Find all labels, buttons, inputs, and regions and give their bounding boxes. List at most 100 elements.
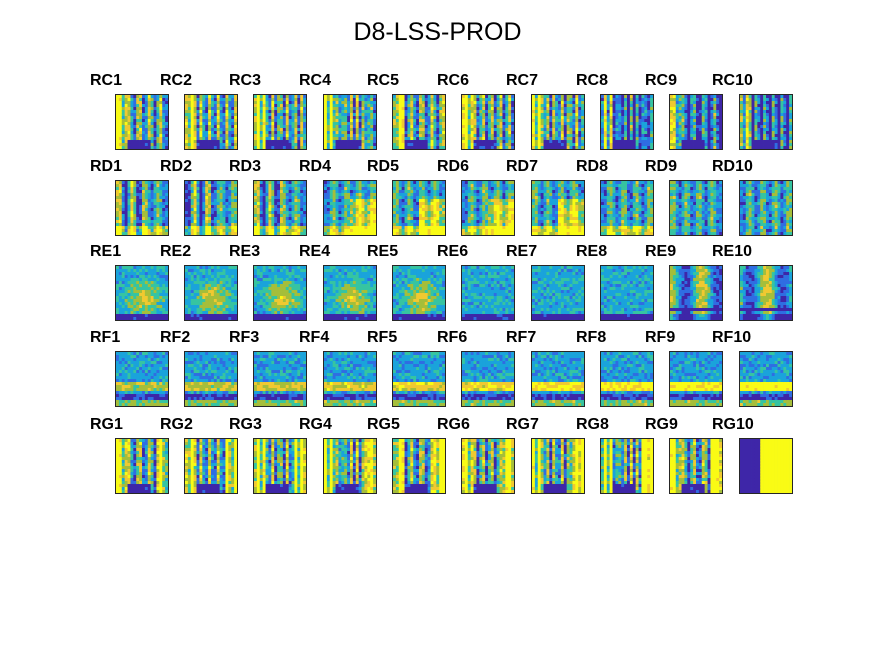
heatmap-cell xyxy=(211,232,215,235)
heatmap-cell xyxy=(716,140,720,144)
heatmap-cell xyxy=(439,208,443,212)
heatmap-cell xyxy=(291,229,295,233)
heatmap-cell xyxy=(185,214,189,218)
heatmap-cell xyxy=(153,229,157,233)
heatmap-cell xyxy=(430,214,434,218)
heatmap-cell xyxy=(347,134,351,138)
heatmap-cell xyxy=(142,107,146,111)
heatmap-cell xyxy=(294,107,298,111)
heatmap-cell xyxy=(228,146,232,149)
heatmap-cell xyxy=(442,119,445,123)
heatmap-cell xyxy=(187,146,192,149)
heatmap-cell xyxy=(159,205,163,209)
heatmap-cell xyxy=(701,119,705,123)
heatmap-cell xyxy=(150,110,154,114)
heatmap-cell xyxy=(159,226,163,230)
heatmap-cell xyxy=(124,202,128,206)
heatmap-cell xyxy=(433,229,437,233)
heatmap-cell xyxy=(139,205,143,209)
heatmap-cell xyxy=(335,113,339,117)
heatmap-cell xyxy=(488,143,492,147)
heatmap-cell xyxy=(355,190,359,194)
heatmap-cell xyxy=(324,205,328,209)
heatmap-cell xyxy=(256,223,261,227)
heatmap-cell xyxy=(467,122,471,126)
heatmap-cell xyxy=(462,101,466,105)
heatmap-cell xyxy=(355,137,359,141)
heatmap-cell xyxy=(216,110,220,114)
heatmap-cell xyxy=(324,187,328,191)
heatmap-cell xyxy=(150,146,154,149)
heatmap-cell xyxy=(344,95,348,99)
heatmap-cell xyxy=(156,116,160,120)
heatmap-cell xyxy=(285,232,289,235)
heatmap-cell xyxy=(745,134,749,138)
heatmap-cell xyxy=(603,110,608,114)
heatmap-cell xyxy=(280,187,284,191)
heatmap-cell xyxy=(231,202,235,206)
heatmap-cell xyxy=(393,131,397,135)
heatmap-cell xyxy=(205,101,209,105)
heatmap-cell xyxy=(563,110,567,114)
heatmap-cell xyxy=(262,202,266,206)
heatmap-cell xyxy=(205,187,209,191)
heatmap-cell xyxy=(277,196,281,200)
heatmap-cell xyxy=(219,134,223,138)
heatmap-cell xyxy=(740,119,744,123)
heatmap-cell xyxy=(430,181,434,185)
heatmap-cell xyxy=(467,205,471,209)
heatmap-cell xyxy=(462,137,466,141)
heatmap-cell xyxy=(433,181,437,185)
heatmap-cell xyxy=(144,104,149,108)
heatmap-cell xyxy=(213,223,218,227)
heatmap-cell xyxy=(156,143,160,147)
heatmap-cell xyxy=(216,104,220,108)
heatmap-cell xyxy=(213,199,218,203)
heatmap-cell xyxy=(786,143,790,147)
heatmap-cell xyxy=(442,199,445,203)
heatmap-cell xyxy=(121,211,125,215)
heatmap-cell xyxy=(476,128,480,132)
heatmap-cell xyxy=(127,104,131,108)
heatmap-cell xyxy=(136,98,140,102)
heatmap-cell xyxy=(641,113,645,117)
heatmap-cell xyxy=(219,196,223,200)
heatmap-cell xyxy=(681,146,685,149)
heatmap-cell xyxy=(601,122,605,126)
heatmap-cell xyxy=(540,113,544,117)
heatmap-cell xyxy=(130,223,134,227)
heatmap-cell xyxy=(144,143,149,147)
heatmap-cell xyxy=(684,119,688,123)
heatmap-cell xyxy=(786,110,790,114)
heatmap-cell xyxy=(350,199,354,203)
heatmap-cell xyxy=(185,116,189,120)
heatmap-cell xyxy=(499,137,503,141)
heatmap-cell xyxy=(338,143,342,147)
heatmap-cell xyxy=(621,140,625,144)
heatmap-cell xyxy=(185,232,189,235)
heatmap-cell xyxy=(347,119,351,123)
heatmap-cell xyxy=(216,143,220,147)
heatmap-cell xyxy=(205,196,209,200)
heatmap-cell xyxy=(681,110,685,114)
heatmap-cell xyxy=(690,101,694,105)
heatmap-cell xyxy=(352,211,357,215)
heatmap-cell xyxy=(324,113,328,117)
heatmap-cell xyxy=(265,202,269,206)
heatmap-cell xyxy=(578,113,582,117)
heatmap-cell xyxy=(499,104,503,108)
heatmap-cell xyxy=(324,116,328,120)
heatmap-cell xyxy=(464,128,469,132)
heatmap-cell xyxy=(136,229,140,233)
heatmap-cell xyxy=(436,229,440,233)
heatmap-cell xyxy=(367,128,371,132)
heatmap-cell xyxy=(581,104,584,108)
heatmap-cell xyxy=(193,181,197,185)
heatmap-cell xyxy=(470,223,474,227)
heatmap-cell xyxy=(300,98,304,102)
heatmap-cell xyxy=(162,211,166,215)
heatmap-cell xyxy=(566,116,570,120)
heatmap-cell xyxy=(130,95,134,99)
heatmap-cell xyxy=(364,110,368,114)
heatmap-cell xyxy=(424,187,428,191)
